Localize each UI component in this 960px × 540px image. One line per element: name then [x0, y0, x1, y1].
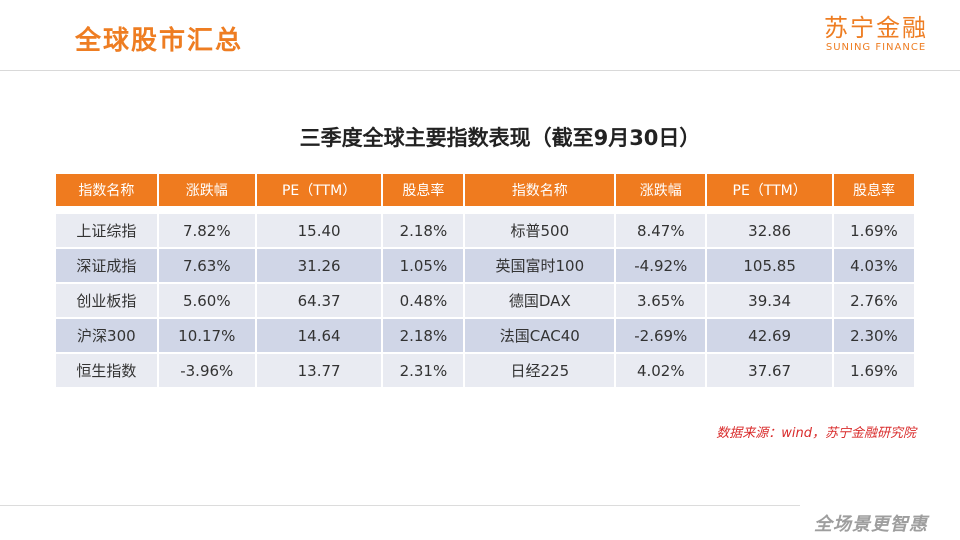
change-cell: 8.47%: [616, 208, 706, 247]
pe-cell: 37.67: [707, 354, 832, 387]
change-cell: -3.96%: [158, 354, 255, 387]
index-name-cell: 创业板指: [56, 284, 157, 317]
table-header-row: 指数名称 涨跌幅 PE（TTM） 股息率 指数名称 涨跌幅 PE（TTM） 股息…: [56, 174, 914, 206]
index-name-cell: 标普500: [465, 208, 615, 247]
page-title: 全球股市汇总: [75, 26, 244, 56]
pe-cell: 13.77: [256, 354, 382, 387]
index-name-cell: 英国富时100: [465, 249, 615, 282]
pe-cell: 31.26: [256, 249, 382, 282]
pe-cell: 14.64: [256, 319, 382, 352]
header-cell: 涨跌幅: [616, 174, 706, 206]
footer-slogan: 全场景更智惠: [814, 514, 928, 535]
footer-divider: [0, 505, 800, 506]
brand-logo: 苏宁金融 SUNING FINANCE: [824, 14, 928, 54]
header-cell: 股息率: [833, 174, 914, 206]
table-row: 恒生指数 -3.96% 13.77 2.31% 日经225 4.02% 37.6…: [56, 354, 914, 387]
index-name-cell: 深证成指: [56, 249, 157, 282]
change-cell: -4.92%: [616, 249, 706, 282]
index-name-cell: 日经225: [465, 354, 615, 387]
dividend-cell: 2.30%: [833, 319, 914, 352]
pe-cell: 15.40: [256, 208, 382, 247]
change-cell: 5.60%: [158, 284, 255, 317]
dividend-cell: 2.31%: [383, 354, 464, 387]
pe-cell: 105.85: [707, 249, 832, 282]
dividend-cell: 2.76%: [833, 284, 914, 317]
header-cell: 股息率: [383, 174, 464, 206]
index-name-cell: 德国DAX: [465, 284, 615, 317]
table-row: 上证综指 7.82% 15.40 2.18% 标普500 8.47% 32.86…: [56, 208, 914, 247]
index-name-cell: 沪深300: [56, 319, 157, 352]
table-row: 沪深300 10.17% 14.64 2.18% 法国CAC40 -2.69% …: [56, 319, 914, 352]
pe-cell: 39.34: [707, 284, 832, 317]
logo-text-en: SUNING FINANCE: [825, 42, 927, 53]
table-title: 三季度全球主要指数表现（截至9月30日）: [299, 126, 701, 150]
index-name-cell: 法国CAC40: [465, 319, 615, 352]
dividend-cell: 1.05%: [383, 249, 464, 282]
header-cell: 涨跌幅: [158, 174, 255, 206]
change-cell: 4.02%: [616, 354, 706, 387]
pe-cell: 64.37: [256, 284, 382, 317]
dividend-cell: 1.69%: [833, 208, 914, 247]
change-cell: -2.69%: [616, 319, 706, 352]
change-cell: 7.82%: [158, 208, 255, 247]
table-row: 创业板指 5.60% 64.37 0.48% 德国DAX 3.65% 39.34…: [56, 284, 914, 317]
header-cell: 指数名称: [56, 174, 157, 206]
header-cell: PE（TTM）: [707, 174, 832, 206]
dividend-cell: 1.69%: [833, 354, 914, 387]
change-cell: 10.17%: [158, 319, 255, 352]
change-cell: 3.65%: [616, 284, 706, 317]
dividend-cell: 2.18%: [383, 208, 464, 247]
data-source-note: 数据来源：wind，苏宁金融研究院: [716, 426, 916, 441]
dividend-cell: 2.18%: [383, 319, 464, 352]
change-cell: 7.63%: [158, 249, 255, 282]
index-performance-table: 指数名称 涨跌幅 PE（TTM） 股息率 指数名称 涨跌幅 PE（TTM） 股息…: [54, 172, 916, 389]
index-name-cell: 恒生指数: [56, 354, 157, 387]
header-cell: 指数名称: [465, 174, 615, 206]
table-row: 深证成指 7.63% 31.26 1.05% 英国富时100 -4.92% 10…: [56, 249, 914, 282]
logo-text-cn: 苏宁金融: [824, 14, 928, 42]
header-bar: 全球股市汇总 苏宁金融 SUNING FINANCE: [0, 0, 960, 71]
pe-cell: 42.69: [707, 319, 832, 352]
dividend-cell: 4.03%: [833, 249, 914, 282]
dividend-cell: 0.48%: [383, 284, 464, 317]
header-cell: PE（TTM）: [256, 174, 382, 206]
index-name-cell: 上证综指: [56, 208, 157, 247]
pe-cell: 32.86: [707, 208, 832, 247]
